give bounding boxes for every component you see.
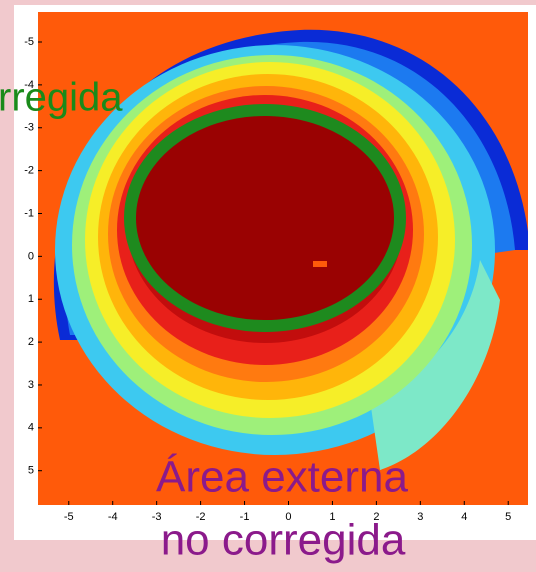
x-tick-label: 4 (461, 511, 467, 523)
annotation: rregida (0, 76, 123, 120)
y-tick-label: 5 (28, 465, 34, 477)
y-tick-label: -5 (24, 36, 34, 48)
x-tick-label: -1 (240, 511, 250, 523)
y-tick-label: 1 (28, 293, 34, 305)
y-tick-label: -1 (24, 207, 34, 219)
ticks: -5 -4 -3 -2 -1 0 1 2 3 4 5 -5 -4 -3 -2 -1 0 1 2 3 4 5 (24, 36, 511, 523)
y-tick-label: 2 (28, 336, 34, 348)
x-tick-label: 2 (373, 511, 379, 523)
y-tick-label: 0 (28, 250, 34, 262)
y-tick-label: -4 (24, 79, 34, 91)
annotation: Área externa (156, 453, 408, 502)
map-image (38, 12, 528, 505)
x-tick-label: 0 (285, 511, 291, 523)
x-tick-label: 1 (329, 511, 335, 523)
x-tick-label: -4 (108, 511, 118, 523)
x-tick-label: 3 (417, 511, 423, 523)
corrected-zone-outline (124, 104, 406, 332)
y-tick-label: 4 (28, 422, 34, 434)
x-tick-label: 5 (505, 511, 511, 523)
x-tick-label: -3 (152, 511, 162, 523)
y-tick-label: -2 (24, 165, 34, 177)
x-tick-label: -5 (64, 511, 74, 523)
x-tick-label: -2 (196, 511, 206, 523)
y-tick-label: 3 (28, 379, 34, 391)
y-tick-label: -3 (24, 122, 34, 134)
annotation: no corregida (161, 516, 406, 565)
